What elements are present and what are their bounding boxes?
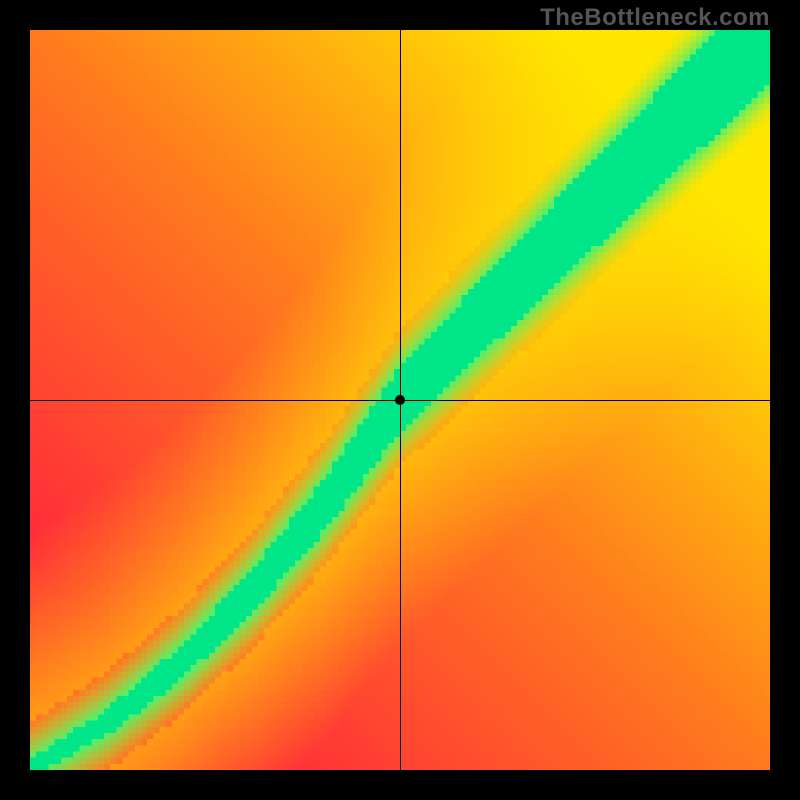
crosshair-marker <box>395 395 405 405</box>
watermark-text: TheBottleneck.com <box>540 4 770 32</box>
